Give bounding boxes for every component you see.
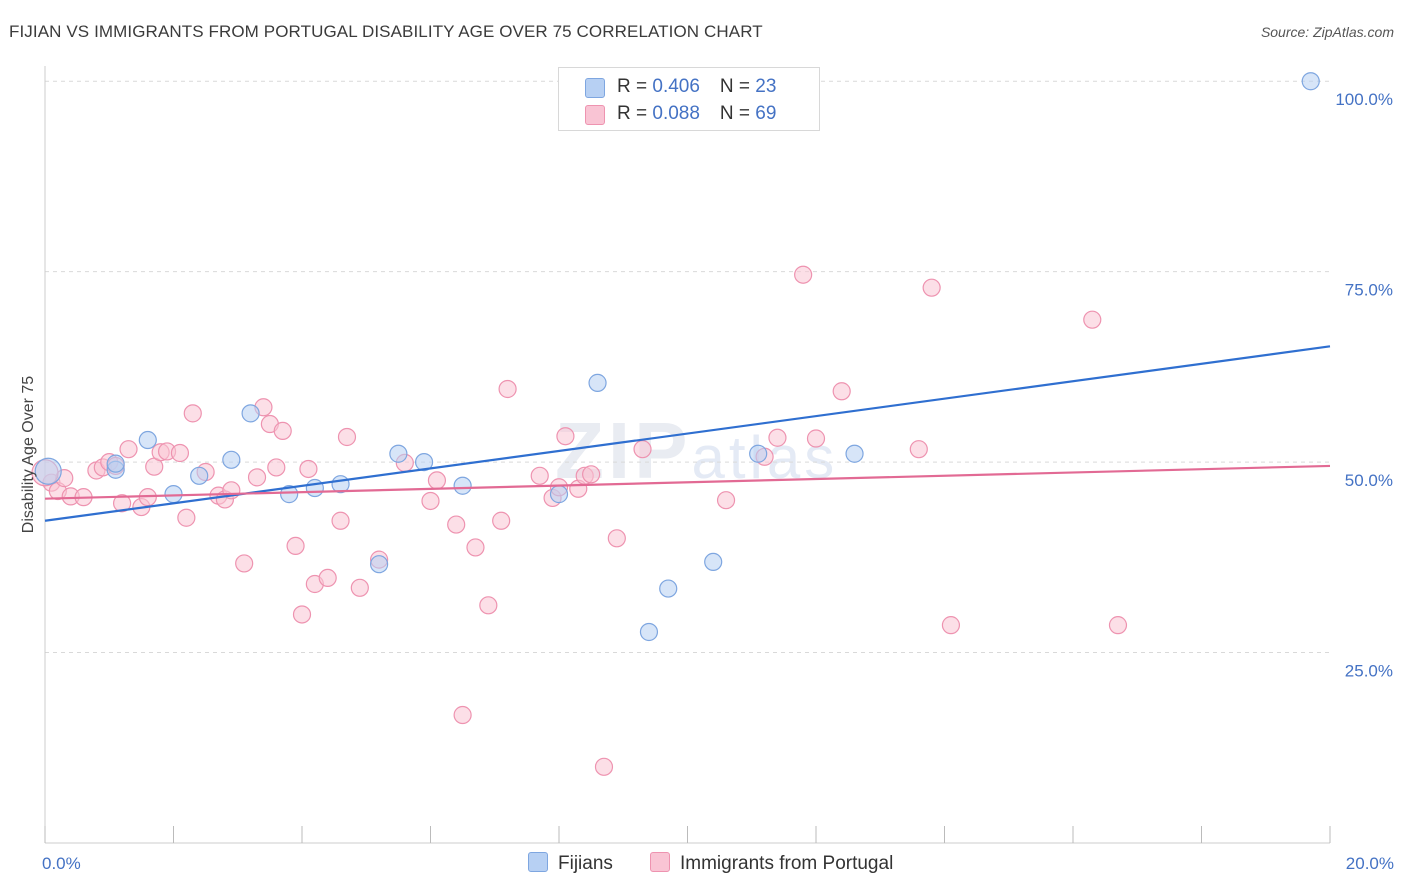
portugal-point <box>556 427 575 446</box>
portugal-point <box>267 458 286 477</box>
portugal-point <box>318 568 337 588</box>
fijians-point <box>389 444 408 463</box>
fijians-point <box>549 485 569 504</box>
y-tick-label: 25.0% <box>1345 662 1393 681</box>
bottom-legend-label-portugal: Immigrants from Portugal <box>680 853 894 874</box>
portugal-point <box>922 278 941 297</box>
y-axis-title: Disability Age Over 75 <box>20 376 37 534</box>
portugal-point <box>170 443 190 463</box>
portugal-point <box>594 757 614 776</box>
portugal-point <box>794 265 813 284</box>
x-tick-label: 20.0% <box>1346 854 1394 873</box>
portugal-point <box>350 578 369 597</box>
portugal-point <box>247 468 267 487</box>
portugal-point <box>1083 310 1102 329</box>
fijians-point <box>588 373 607 392</box>
fijians-point <box>222 450 241 469</box>
portugal-point <box>286 536 305 556</box>
portugal-point <box>716 491 736 510</box>
portugal-point <box>633 440 652 459</box>
y-tick-label: 75.0% <box>1345 281 1393 300</box>
legend-n-label: N = <box>719 103 756 124</box>
portugal-point <box>299 459 318 479</box>
legend-r-value: 0.088 <box>652 103 700 124</box>
portugal-points <box>31 265 1128 776</box>
fijians-point <box>305 478 324 498</box>
y-tick-label: 50.0% <box>1345 471 1393 490</box>
fijians-point <box>704 552 723 572</box>
fijians-point <box>241 404 260 423</box>
portugal-point <box>337 427 357 447</box>
chart-title: FIJIAN VS IMMIGRANTS FROM PORTUGAL DISAB… <box>9 22 763 41</box>
portugal-point <box>607 529 626 548</box>
portugal-point <box>492 511 511 530</box>
fijians-point <box>1301 72 1320 91</box>
trend-lines <box>44 345 1331 522</box>
portugal-point <box>498 379 517 399</box>
portugal-point <box>768 428 787 447</box>
portugal-point <box>479 596 498 615</box>
portugal-point <box>177 508 196 527</box>
axis-labels: 25.0% 50.0% 75.0% 100.0% 0.0% 20.0% Disability… <box>20 90 1394 873</box>
portugal-point <box>466 538 485 557</box>
fijians-point <box>190 466 209 485</box>
fijians-point <box>164 485 183 504</box>
portugal-point <box>235 554 254 573</box>
bottom-legend-swatch-fijians <box>528 852 548 872</box>
x-tick-label: 0.0% <box>42 854 81 873</box>
portugal-point <box>292 605 312 624</box>
portugal-point <box>582 465 601 484</box>
legend-r-label: R = <box>617 76 653 97</box>
portugal-point <box>832 382 851 401</box>
portugal-point <box>453 705 472 725</box>
fijians-point <box>453 476 472 495</box>
bottom-legend-swatch-portugal <box>650 852 670 872</box>
legend-r-label: R = <box>617 103 653 124</box>
portugal-point <box>941 616 961 635</box>
legend-r-value: 0.406 <box>652 76 700 97</box>
fijians-trend-line <box>44 345 1331 522</box>
fijians-point <box>370 555 389 574</box>
legend-swatch-fijians <box>585 78 605 98</box>
portugal-point <box>447 515 466 534</box>
portugal-point <box>530 466 549 485</box>
portugal-point <box>806 429 826 448</box>
portugal-point <box>1108 616 1128 635</box>
fijians-point <box>659 579 678 598</box>
fijians-points <box>34 72 1320 642</box>
fijians-point <box>280 485 299 504</box>
bottom-legend-portugal: Immigrants from Portugal <box>650 852 893 875</box>
source-credit: Source: ZipAtlas.com <box>1260 24 1394 40</box>
bottom-legend-label-fijians: Fijians <box>558 853 613 874</box>
portugal-point <box>427 471 447 490</box>
fijians-point <box>845 444 864 463</box>
fijians-point <box>749 444 768 463</box>
fijians-point <box>639 622 659 642</box>
portugal-point <box>273 421 292 440</box>
portugal-point <box>112 494 132 513</box>
legend-swatch-portugal <box>585 105 605 125</box>
fijians-point <box>34 457 62 485</box>
legend-n-label: N = <box>719 76 756 97</box>
y-tick-label: 100.0% <box>1335 90 1393 109</box>
bottom-legend-fijians: Fijians <box>528 852 613 875</box>
fijians-point <box>106 454 125 473</box>
fijians-point <box>414 453 434 472</box>
portugal-point <box>421 491 440 511</box>
legend-n-value: 23 <box>755 76 777 97</box>
legend-n-value: 69 <box>755 103 777 124</box>
portugal-point <box>909 440 928 459</box>
portugal-point <box>119 440 138 459</box>
portugal-point <box>331 511 350 530</box>
axes <box>44 66 1331 844</box>
fijians-point <box>138 430 157 450</box>
correlation-legend: R = 0.406 N = 23 R = 0.088 N = 69 <box>558 67 820 131</box>
portugal-point <box>183 404 202 423</box>
portugal-trend-line <box>44 464 1331 500</box>
